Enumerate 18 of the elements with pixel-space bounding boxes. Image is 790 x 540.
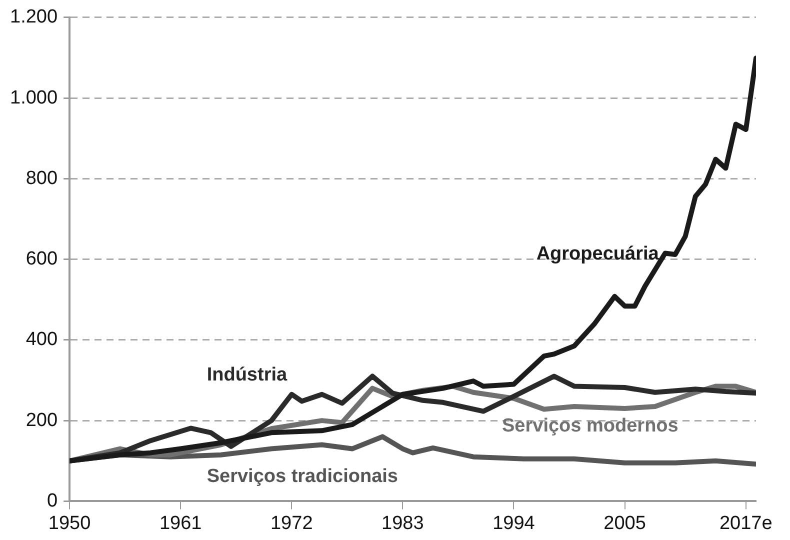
x-tick-label: 1994 [492, 512, 536, 534]
y-tick-label: 1.000 [10, 87, 58, 108]
x-tick-label: 1950 [48, 512, 91, 534]
series-label: Agropecuária [536, 244, 660, 265]
series-label: Serviços modernos [502, 415, 678, 436]
y-tick-label: 1.200 [10, 6, 58, 28]
series-label: Serviços tradicionais [206, 466, 398, 488]
x-tick-label: 2005 [604, 512, 646, 534]
y-tick-label: 600 [26, 248, 58, 270]
y-tick-label: 200 [26, 410, 58, 431]
series-label: Indústria [206, 364, 288, 386]
x-tick-label: 1983 [382, 512, 424, 534]
x-tick-label: 2017e [719, 512, 772, 534]
y-tick-label: 400 [26, 329, 58, 350]
y-tick-label: 0 [46, 490, 58, 512]
y-tick-label: 800 [26, 168, 58, 189]
x-tick-label: 1972 [270, 512, 313, 534]
x-tick-label: 1961 [159, 512, 202, 534]
